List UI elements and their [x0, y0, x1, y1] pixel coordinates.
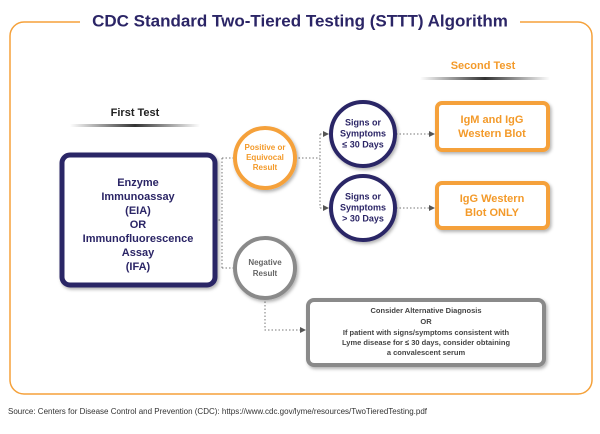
- node-text: > 30 Days: [342, 213, 384, 223]
- node-text: a convalescent serum: [387, 348, 466, 357]
- node-text: Immunofluorescence: [83, 233, 194, 245]
- connectors: [215, 131, 435, 333]
- node-text: Lyme disease for ≤ 30 days, consider obt…: [342, 338, 510, 347]
- title-backing: [80, 10, 520, 34]
- eia-box: [59, 152, 218, 288]
- node-text: Result: [253, 269, 278, 278]
- node-text: Consider Alternative Diagnosis: [371, 306, 482, 315]
- node-text: (EIA): [125, 205, 151, 217]
- node-text: OR: [420, 317, 432, 326]
- node-text: Negative: [248, 258, 282, 267]
- node-text: OR: [130, 219, 147, 231]
- first-test-label: First Test: [111, 107, 160, 119]
- western-blot-box: [435, 181, 550, 230]
- node-text: Equivocal: [246, 153, 284, 162]
- negative-circle: [233, 236, 297, 300]
- western-blot-box: [435, 101, 550, 152]
- second-test-label: Second Test: [451, 60, 516, 72]
- node-text: Signs or: [345, 117, 382, 127]
- node-text: Symptoms: [340, 202, 386, 212]
- node-text: Assay: [122, 247, 155, 259]
- node-text: Western Blot: [458, 128, 526, 140]
- positive-circle: [233, 126, 297, 190]
- node-text: ≤ 30 Days: [342, 139, 383, 149]
- node-text: Blot ONLY: [465, 207, 520, 219]
- source: Source: Centers for Disease Control and …: [8, 407, 428, 416]
- node-text: Signs or: [345, 191, 382, 201]
- underline: [420, 77, 550, 80]
- node-text: Symptoms: [340, 128, 386, 138]
- node-text: Positive or: [245, 143, 286, 152]
- node-text: (IFA): [126, 261, 151, 273]
- symptoms-circle: [329, 174, 397, 242]
- node-text: Enzyme: [117, 177, 159, 189]
- symptoms-circle: [329, 100, 397, 168]
- node-text: IgM and IgG: [461, 114, 524, 126]
- node-text: Result: [253, 163, 278, 172]
- node-text: If patient with signs/symptoms consisten…: [343, 328, 510, 337]
- underline: [70, 124, 200, 127]
- alternative-box: [306, 298, 546, 367]
- node-text: Immunoassay: [101, 191, 175, 203]
- title: CDC Standard Two-Tiered Testing (STTT) A…: [92, 11, 508, 30]
- node-text: IgG Western: [460, 193, 525, 205]
